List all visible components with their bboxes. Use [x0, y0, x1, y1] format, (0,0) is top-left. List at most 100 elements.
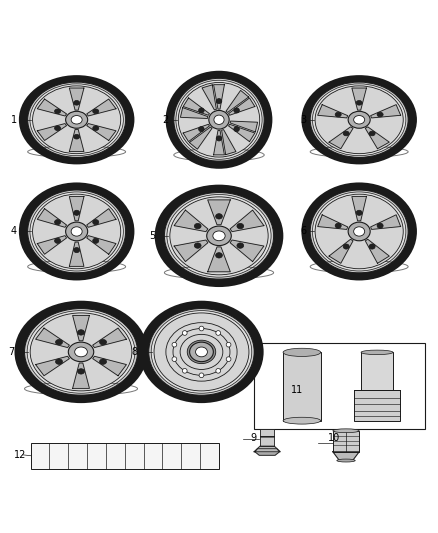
Ellipse shape [237, 243, 244, 248]
Text: 9: 9 [251, 433, 257, 443]
Ellipse shape [356, 210, 362, 215]
Polygon shape [229, 124, 255, 142]
Ellipse shape [215, 214, 223, 219]
Ellipse shape [310, 82, 408, 157]
Ellipse shape [78, 369, 85, 374]
Ellipse shape [170, 197, 268, 275]
Polygon shape [329, 239, 353, 263]
Ellipse shape [74, 347, 88, 357]
Polygon shape [329, 127, 353, 149]
Ellipse shape [348, 111, 370, 128]
Ellipse shape [93, 220, 99, 225]
Ellipse shape [68, 342, 94, 362]
Polygon shape [202, 85, 216, 110]
Ellipse shape [56, 359, 63, 365]
Ellipse shape [215, 253, 223, 258]
Polygon shape [174, 210, 208, 232]
Ellipse shape [353, 227, 365, 236]
Ellipse shape [166, 71, 272, 168]
Ellipse shape [302, 76, 416, 164]
Ellipse shape [207, 226, 231, 246]
Bar [283, 352, 321, 421]
Ellipse shape [140, 302, 263, 402]
Ellipse shape [335, 112, 341, 117]
Ellipse shape [195, 347, 208, 357]
Ellipse shape [353, 116, 365, 124]
Polygon shape [37, 236, 67, 254]
Ellipse shape [361, 350, 393, 354]
Ellipse shape [198, 126, 204, 132]
Ellipse shape [74, 210, 80, 215]
Ellipse shape [234, 126, 240, 132]
Text: 6: 6 [300, 227, 306, 237]
Ellipse shape [194, 243, 201, 248]
Polygon shape [365, 127, 389, 149]
Ellipse shape [283, 348, 321, 357]
Polygon shape [371, 215, 401, 229]
Polygon shape [230, 121, 258, 132]
Polygon shape [365, 239, 389, 263]
Ellipse shape [78, 330, 85, 335]
Ellipse shape [369, 244, 375, 249]
Text: 10: 10 [328, 433, 340, 443]
Ellipse shape [343, 131, 349, 136]
Ellipse shape [172, 342, 177, 347]
Text: 1: 1 [11, 115, 17, 125]
Ellipse shape [55, 126, 60, 131]
Text: 4: 4 [11, 227, 17, 237]
Ellipse shape [174, 78, 264, 161]
Ellipse shape [176, 80, 262, 159]
Ellipse shape [155, 185, 283, 286]
Polygon shape [93, 356, 127, 376]
Polygon shape [69, 197, 84, 221]
Bar [260, 430, 274, 446]
Ellipse shape [30, 192, 124, 271]
Polygon shape [69, 88, 84, 110]
Ellipse shape [310, 190, 408, 273]
Ellipse shape [356, 101, 362, 105]
Ellipse shape [56, 340, 63, 345]
Ellipse shape [93, 238, 99, 244]
Ellipse shape [32, 86, 121, 154]
Ellipse shape [167, 195, 271, 277]
Ellipse shape [182, 368, 187, 373]
Ellipse shape [216, 330, 221, 335]
Polygon shape [352, 88, 367, 110]
Ellipse shape [99, 359, 106, 365]
Polygon shape [208, 200, 230, 225]
Ellipse shape [164, 192, 274, 279]
Ellipse shape [194, 223, 201, 229]
Polygon shape [318, 104, 348, 118]
Ellipse shape [151, 311, 252, 393]
Bar [361, 352, 393, 390]
Bar [354, 390, 399, 421]
Ellipse shape [20, 183, 134, 280]
Polygon shape [180, 108, 208, 118]
Ellipse shape [20, 76, 134, 164]
Ellipse shape [182, 330, 187, 335]
Ellipse shape [187, 340, 216, 364]
Polygon shape [183, 98, 209, 115]
Polygon shape [87, 209, 116, 227]
Polygon shape [87, 236, 116, 254]
Ellipse shape [237, 223, 244, 229]
Ellipse shape [337, 459, 355, 462]
Ellipse shape [198, 108, 204, 113]
Ellipse shape [154, 313, 249, 391]
Ellipse shape [199, 373, 204, 378]
Ellipse shape [190, 342, 213, 362]
Polygon shape [229, 98, 255, 115]
Ellipse shape [333, 429, 359, 433]
Ellipse shape [55, 220, 60, 225]
Polygon shape [93, 328, 127, 348]
Bar [333, 431, 359, 452]
Bar [254, 343, 425, 429]
Text: 8: 8 [131, 347, 138, 357]
Ellipse shape [74, 247, 80, 253]
Ellipse shape [66, 111, 88, 128]
Polygon shape [222, 130, 236, 155]
Ellipse shape [25, 309, 138, 395]
Ellipse shape [335, 223, 341, 228]
Ellipse shape [74, 134, 80, 139]
Ellipse shape [93, 126, 99, 131]
